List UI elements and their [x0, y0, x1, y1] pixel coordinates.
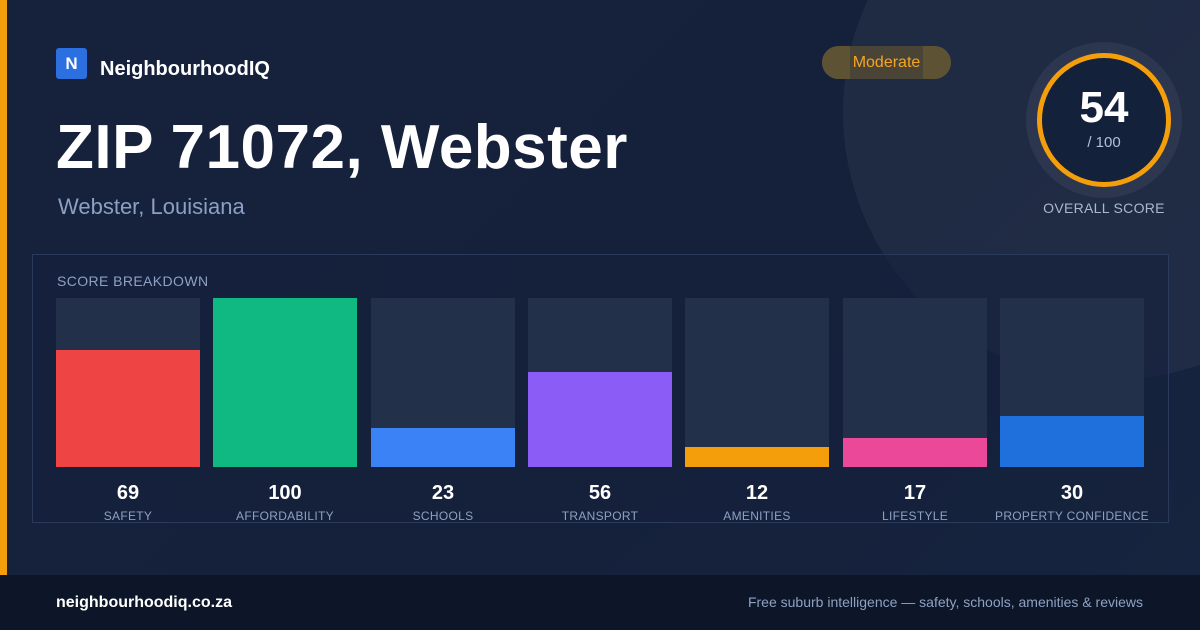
breakdown-bar-safety: 69 SAFETY — [56, 298, 200, 523]
bar-value: 12 — [745, 482, 769, 504]
rating-badge: Moderate — [822, 46, 951, 79]
bar-track — [528, 298, 672, 467]
bar-track — [213, 298, 357, 467]
overall-score-ring: 54 / 100 — [1026, 42, 1182, 198]
bar-label: LIFESTYLE — [881, 509, 949, 523]
breakdown-bar-transport: 56 TRANSPORT — [528, 298, 672, 523]
bar-fill — [685, 447, 829, 467]
bar-label: TRANSPORT — [561, 509, 639, 523]
page-title: ZIP 71072, Webster — [56, 113, 628, 182]
bar-fill — [843, 438, 987, 467]
breakdown-bar-schools: 23 SCHOOLS — [371, 298, 515, 523]
overall-score-max: / 100 — [1087, 134, 1121, 151]
bar-track — [56, 298, 200, 467]
breakdown-bar-amenities: 12 AMENITIES — [685, 298, 829, 523]
bar-label: AMENITIES — [723, 509, 791, 523]
breakdown-title: SCORE BREAKDOWN — [57, 273, 209, 289]
bar-fill — [213, 298, 357, 467]
footer-domain: neighbourhoodiq.co.za — [56, 594, 232, 611]
bar-value: 30 — [1060, 482, 1084, 504]
bar-label: PROPERTY CONFIDENCE — [995, 509, 1149, 523]
score-ring — [1037, 53, 1171, 187]
bar-fill — [528, 372, 672, 467]
score-breakdown-panel: SCORE BREAKDOWN 69 SAFETY 100 AFFORDABILITY… — [32, 254, 1169, 523]
bar-label: SCHOOLS — [412, 509, 474, 523]
rating-badge-label: Moderate — [852, 53, 921, 71]
bar-fill — [371, 428, 515, 467]
bar-label: AFFORDABILITY — [236, 509, 334, 523]
bar-value: 69 — [116, 482, 140, 504]
overall-score-value: 54 — [1079, 83, 1129, 132]
brand: N NeighbourhoodIQ — [56, 46, 270, 81]
breakdown-bar-property-confidence: 30 PROPERTY CONFIDENCE — [995, 298, 1149, 523]
bar-value: 100 — [268, 482, 302, 504]
bar-track — [843, 298, 987, 467]
bar-value: 17 — [903, 482, 927, 504]
overall-score-label: OVERALL SCORE — [1043, 200, 1165, 216]
bar-track — [371, 298, 515, 467]
bar-label: SAFETY — [103, 509, 153, 523]
footer: neighbourhoodiq.co.za Free suburb intell… — [0, 575, 1200, 630]
breakdown-bars: 69 SAFETY 100 AFFORDABILITY 23 SCHOOLS 56 TRANS… — [56, 298, 1149, 523]
brand-name: NeighbourhoodIQ — [100, 58, 270, 80]
breakdown-bar-affordability: 100 AFFORDABILITY — [213, 298, 357, 523]
accent-bar — [0, 0, 7, 575]
bar-fill — [1000, 416, 1144, 467]
bar-fill — [56, 350, 200, 467]
bar-value: 56 — [588, 482, 612, 504]
bar-track — [1000, 298, 1144, 467]
breakdown-bar-lifestyle: 17 LIFESTYLE — [843, 298, 987, 523]
brand-logo-icon: N — [56, 48, 87, 79]
location-subtitle: Webster, Louisiana — [58, 194, 245, 219]
bar-value: 23 — [431, 482, 455, 504]
footer-tagline: Free suburb intelligence — safety, schoo… — [747, 594, 1143, 610]
bar-track — [685, 298, 829, 467]
